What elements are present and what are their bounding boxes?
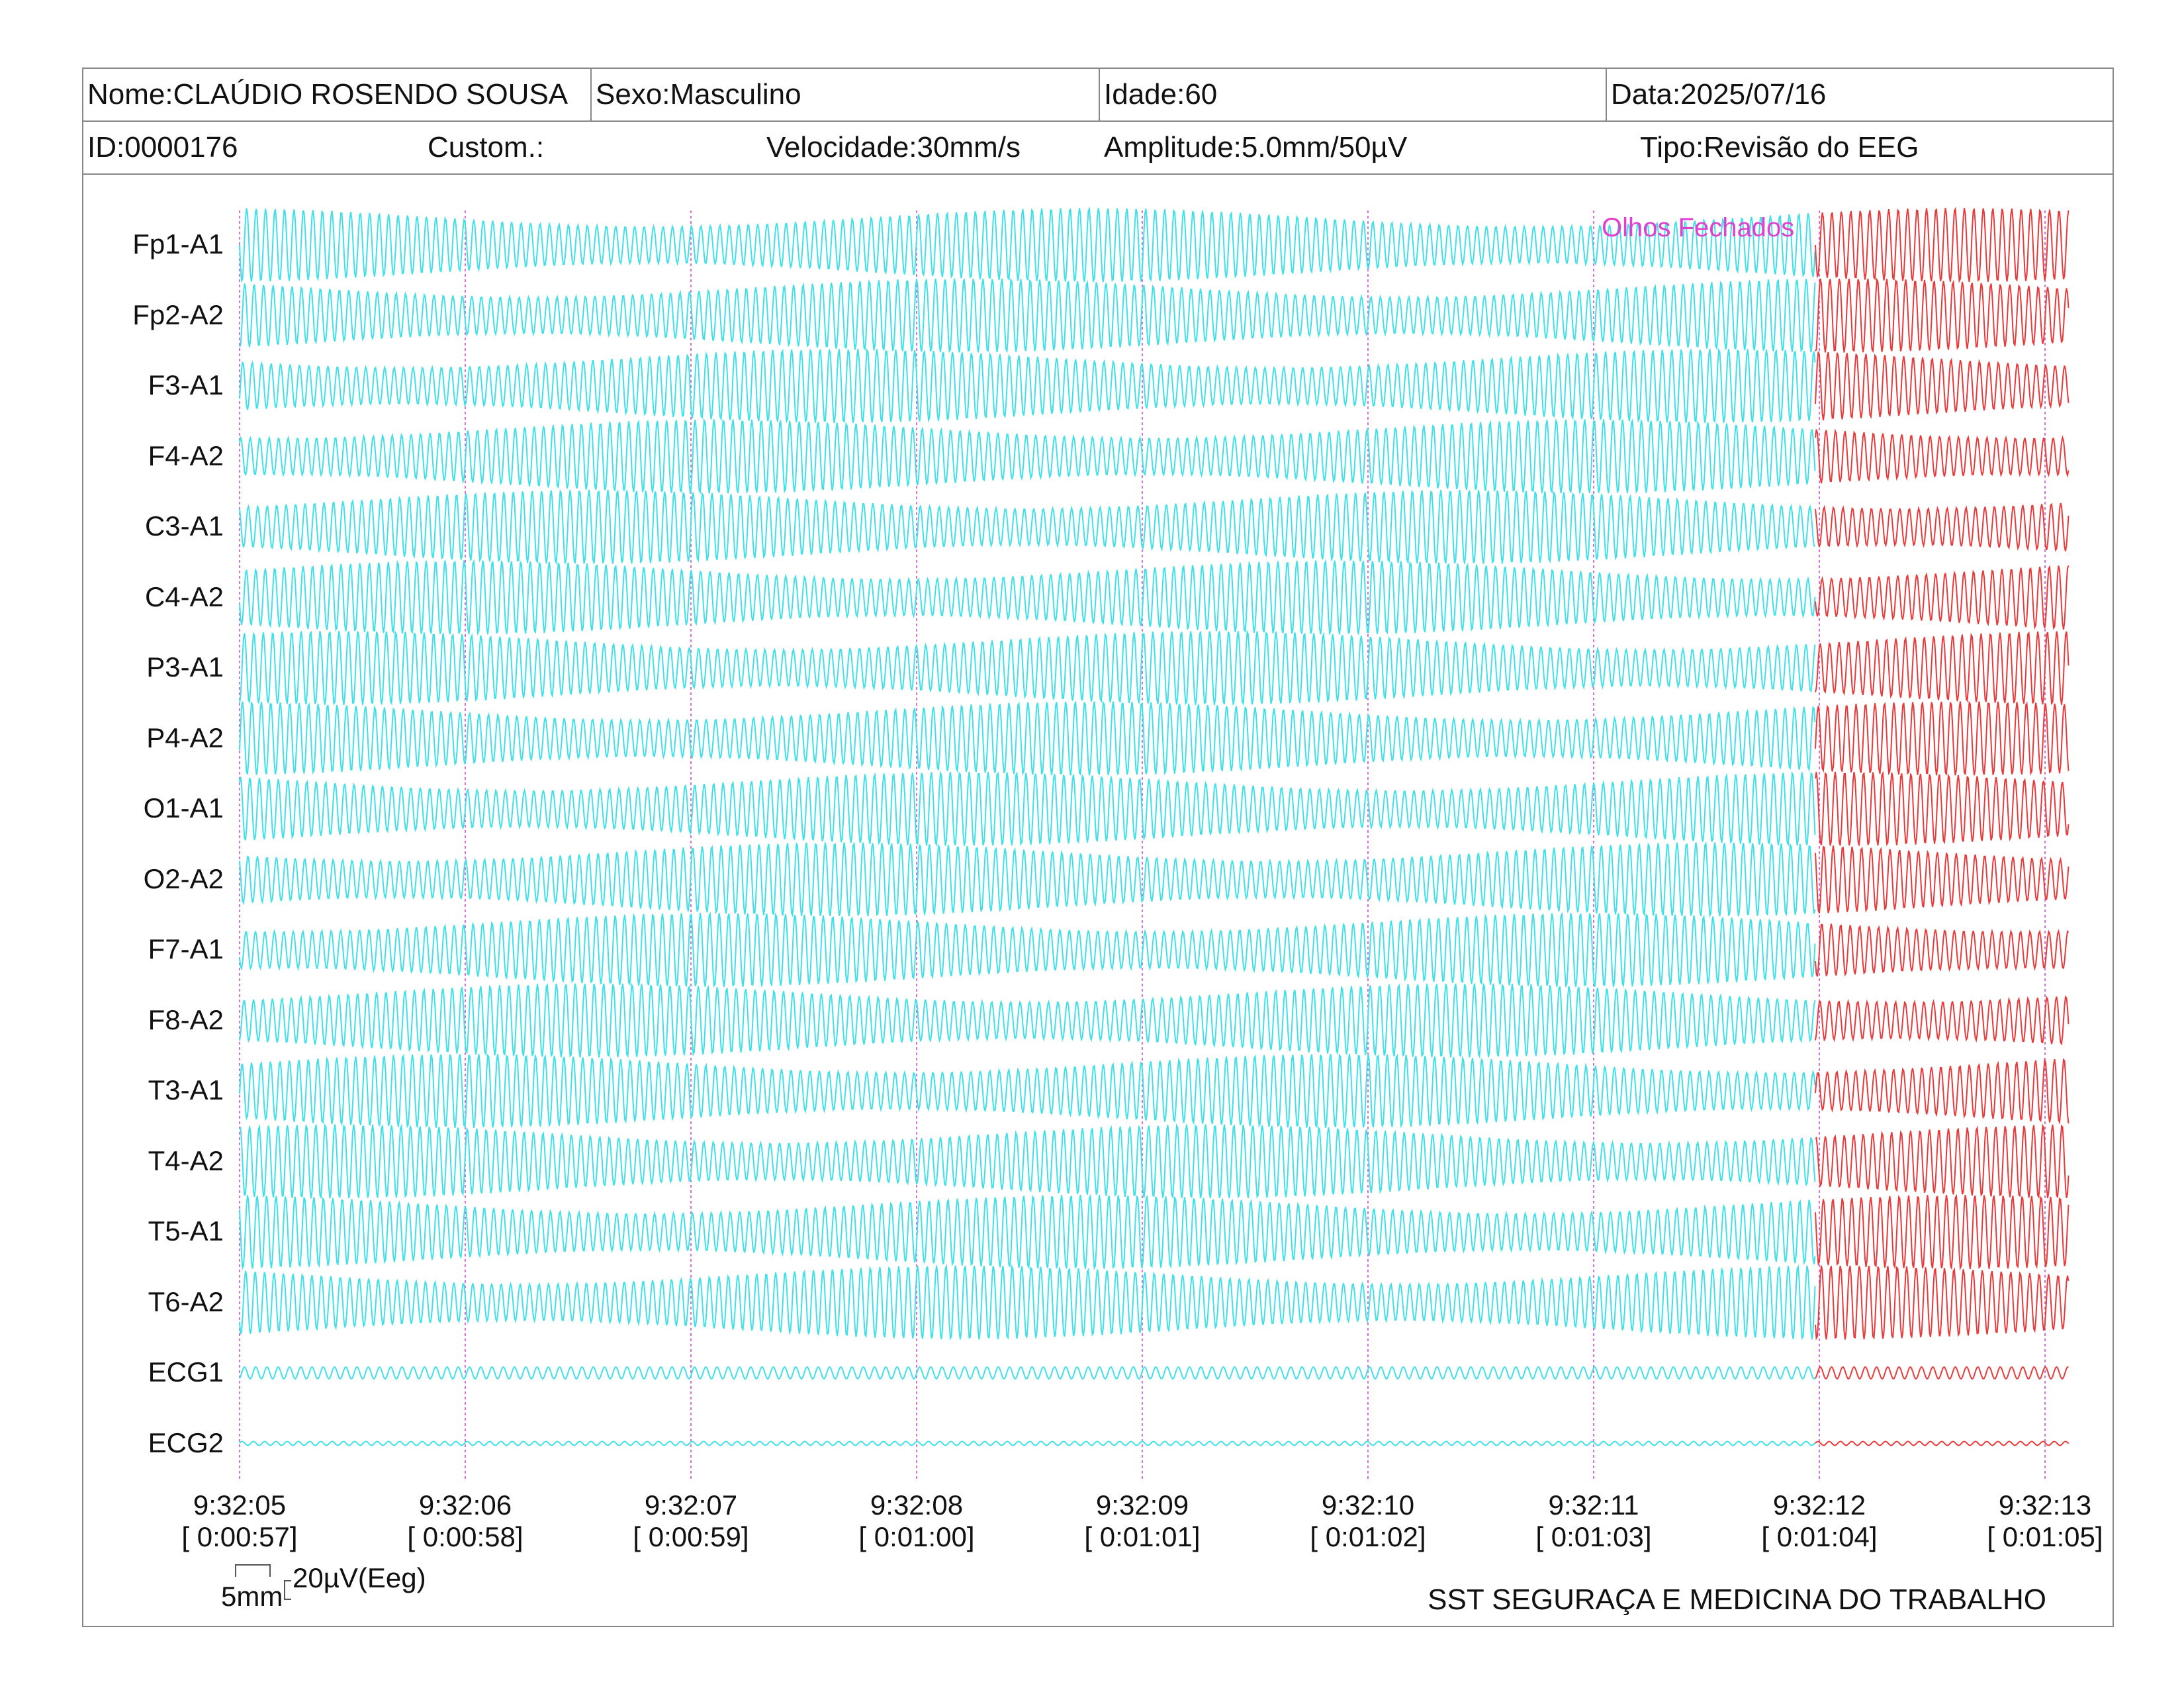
eeg-trace — [1815, 1058, 2070, 1125]
time-mark: 9:32:11[ 0:01:03] — [1508, 1489, 1680, 1554]
footer-company: SST SEGURAÇA E MEDICINA DO TRABALHO — [1428, 1583, 2046, 1616]
recording-amplitude: Amplitude:5.0mm/50µV — [1104, 131, 1408, 164]
time-mark: 9:32:06[ 0:00:58] — [379, 1489, 551, 1554]
eeg-trace — [239, 982, 1816, 1059]
eeg-trace — [1815, 207, 2070, 283]
time-mark-clock: 9:32:06 — [418, 1489, 512, 1521]
patient-sex: Sexo:Masculino — [590, 69, 1099, 120]
exam-type: Tipo:Revisão do EEG — [1640, 131, 1919, 164]
channel-label: Fp2-A2 — [132, 299, 224, 330]
scale-amplitude: 20µV(Eeg) — [293, 1562, 426, 1593]
eeg-trace — [1815, 995, 2070, 1046]
eeg-trace — [239, 630, 1816, 706]
channel-label: C4-A2 — [144, 581, 224, 612]
scale-time: 5mm — [221, 1581, 283, 1612]
time-mark-elapsed: [ 0:00:57] — [181, 1521, 298, 1553]
eeg-trace — [1815, 1366, 2069, 1380]
eeg-trace — [1815, 631, 2070, 706]
eeg-trace — [239, 1123, 1816, 1199]
patient-id: ID:0000176 — [87, 131, 238, 164]
scale-bracket-icon — [235, 1564, 291, 1600]
time-mark: 9:32:09[ 0:01:01] — [1056, 1489, 1228, 1554]
eeg-trace — [1815, 351, 2070, 421]
eeg-trace — [239, 1440, 1816, 1446]
time-mark-elapsed: [ 0:01:04] — [1761, 1521, 1878, 1553]
patient-name: Nome:CLAÚDIO ROSENDO SOUSA — [87, 78, 569, 111]
eeg-trace — [1815, 1123, 2070, 1199]
eeg-trace — [239, 700, 1816, 776]
time-mark: 9:32:13[ 0:01:05] — [1959, 1489, 2131, 1554]
time-mark-clock: 9:32:11 — [1548, 1489, 1639, 1521]
eeg-trace — [239, 912, 1816, 988]
channel-label: P4-A2 — [146, 722, 224, 753]
time-mark-clock: 9:32:05 — [193, 1489, 287, 1521]
channel-label: C3-A1 — [144, 510, 224, 541]
eeg-trace — [239, 1264, 1816, 1340]
recording-speed: Velocidade:30mm/s — [766, 131, 1021, 164]
channel-label: ECG1 — [148, 1356, 224, 1387]
eeg-trace — [239, 1053, 1816, 1129]
channel-label: F3-A1 — [148, 369, 224, 400]
channel-label: O1-A1 — [143, 792, 224, 823]
time-mark: 9:32:05[ 0:00:57] — [154, 1489, 326, 1554]
channel-label: O2-A2 — [143, 863, 224, 894]
eeg-trace — [1815, 428, 2070, 484]
channel-label: F8-A2 — [148, 1004, 224, 1035]
eeg-trace — [239, 841, 1816, 918]
exam-date: Data:2025/07/16 — [1606, 69, 2113, 120]
eeg-trace — [239, 418, 1816, 494]
report-frame: Nome:CLAÚDIO ROSENDO SOUSA Sexo:Masculin… — [82, 68, 2114, 1627]
channel-label: T6-A2 — [148, 1286, 224, 1317]
eeg-trace — [1815, 700, 2070, 776]
channel-label: P3-A1 — [146, 651, 224, 682]
eeg-trace — [239, 1366, 1816, 1380]
time-mark-clock: 9:32:09 — [1095, 1489, 1189, 1521]
eeg-trace — [1815, 1265, 2070, 1340]
eeg-trace — [239, 771, 1816, 847]
eeg-trace — [239, 489, 1815, 565]
eyes-closed-annotation: Olhos Fechados — [1602, 213, 1795, 242]
header-row-2: ID:0000176 Custom.: Velocidade:30mm/s Am… — [83, 122, 2113, 175]
eeg-trace — [1815, 277, 2070, 353]
time-mark-clock: 9:32:07 — [644, 1489, 738, 1521]
time-mark: 9:32:08[ 0:01:00] — [831, 1489, 1003, 1554]
eeg-trace — [239, 559, 1816, 636]
time-mark-elapsed: [ 0:01:02] — [1310, 1521, 1426, 1553]
eeg-trace — [1815, 771, 2070, 847]
eeg-trace — [1815, 845, 2070, 914]
eeg-trace — [239, 348, 1816, 424]
custom-field: Custom.: — [428, 131, 545, 164]
time-mark-elapsed: [ 0:01:01] — [1084, 1521, 1201, 1553]
time-mark-elapsed: [ 0:01:03] — [1535, 1521, 1652, 1553]
channel-label: T4-A2 — [148, 1145, 224, 1176]
time-mark-clock: 9:32:12 — [1772, 1489, 1866, 1521]
time-mark-elapsed: [ 0:01:05] — [1987, 1521, 2103, 1553]
channel-label: ECG2 — [148, 1427, 224, 1458]
time-mark-elapsed: [ 0:01:00] — [858, 1521, 975, 1553]
time-mark-clock: 9:32:10 — [1321, 1489, 1415, 1521]
patient-age: Idade:60 — [1099, 69, 1606, 120]
channel-label: T3-A1 — [148, 1074, 224, 1105]
time-mark-clock: 9:32:13 — [1998, 1489, 2092, 1521]
channel-label: F4-A2 — [148, 440, 224, 471]
header-row-1: Nome:CLAÚDIO ROSENDO SOUSA Sexo:Masculin… — [83, 69, 2113, 122]
eeg-trace — [1815, 502, 2070, 552]
eeg-trace — [239, 207, 1816, 283]
channel-label: F7-A1 — [148, 933, 224, 964]
eeg-trace — [1815, 1440, 2070, 1446]
time-mark: 9:32:12[ 0:01:04] — [1733, 1489, 1905, 1554]
channel-label: Fp1-A1 — [132, 228, 224, 259]
time-mark-elapsed: [ 0:00:58] — [407, 1521, 523, 1553]
eeg-trace — [1815, 565, 2070, 630]
eeg-trace — [1815, 1194, 2070, 1271]
channel-label: T5-A1 — [148, 1215, 224, 1246]
eeg-trace — [239, 277, 1816, 353]
eeg-trace — [239, 1194, 1816, 1271]
time-mark-elapsed: [ 0:00:59] — [633, 1521, 749, 1553]
time-mark: 9:32:10[ 0:01:02] — [1282, 1489, 1454, 1554]
eeg-trace — [1815, 923, 2070, 977]
time-mark-clock: 9:32:08 — [870, 1489, 964, 1521]
time-mark: 9:32:07[ 0:00:59] — [605, 1489, 777, 1554]
